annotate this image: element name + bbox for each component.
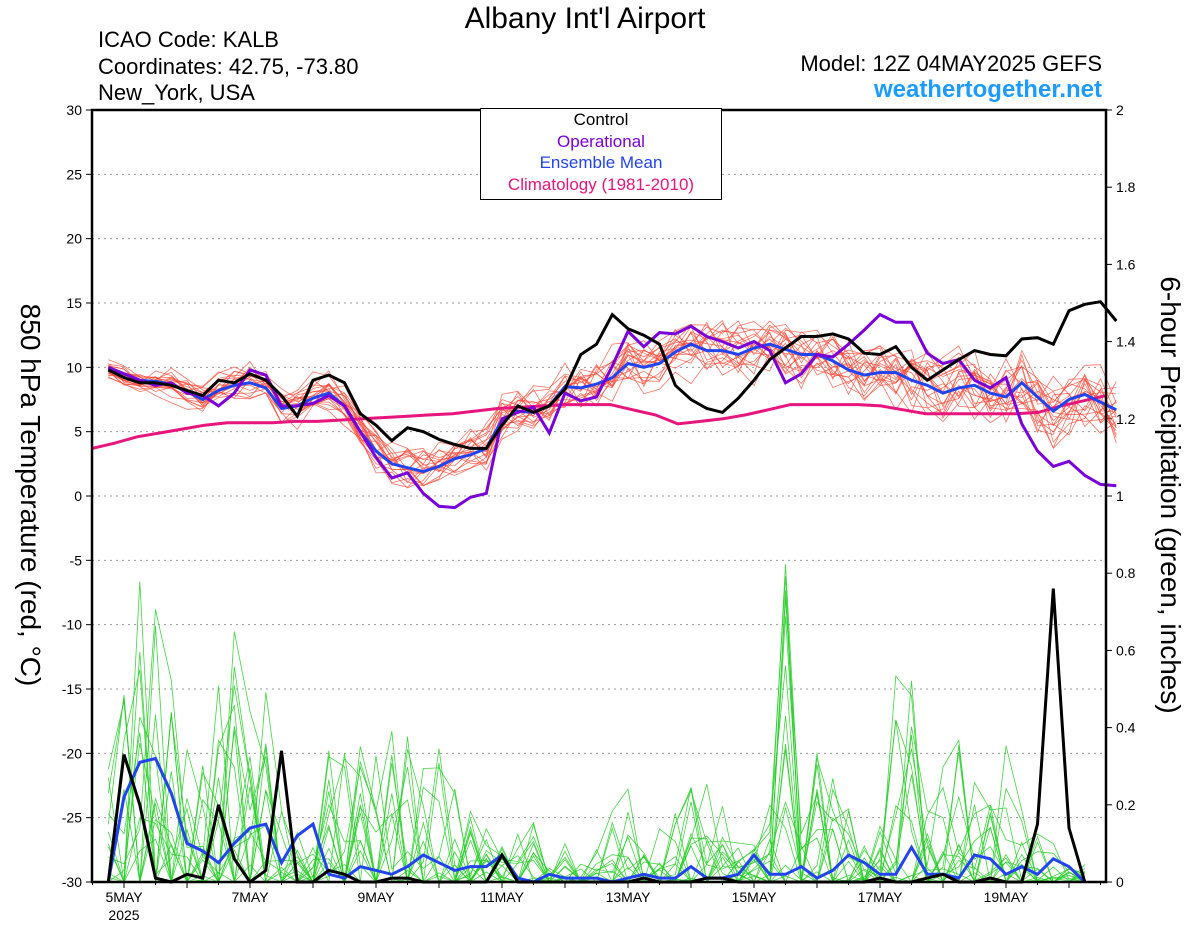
temp-member-line [108, 328, 1117, 472]
precip-member-line [107, 651, 1085, 884]
y-tick-label: 25 [66, 166, 82, 182]
legend: Control Operational Ensemble Mean Climat… [480, 108, 722, 200]
temp-member-line [108, 319, 1117, 466]
climatology-line [91, 394, 1107, 450]
x-tick-label: 11MAY [480, 889, 524, 905]
precip-member-line [107, 719, 1086, 883]
site-link[interactable]: weathertogether.net [873, 76, 1102, 103]
y2-tick-label: 0.8 [1116, 565, 1136, 581]
y-tick-label: 0 [74, 488, 82, 504]
y-tick-label: 20 [66, 231, 82, 247]
x-tick-label: 9MAY [357, 889, 395, 905]
y2-tick-label: 0.6 [1116, 642, 1136, 658]
precip-member-line [107, 732, 1085, 884]
y2-tick-label: 1.4 [1116, 334, 1136, 350]
temp-member-line [108, 324, 1117, 474]
temp-member-line [108, 328, 1117, 487]
legend-control: Control [573, 110, 629, 129]
x-tick-label: 15MAY [732, 889, 778, 905]
temp-member-line [108, 325, 1117, 473]
operational-temp-line [107, 312, 1117, 510]
precip-member-line [108, 715, 1085, 883]
precip-member-line [108, 564, 1086, 884]
y-tick-label: -30 [62, 874, 82, 890]
plot-frame [90, 108, 1108, 884]
temp-member-line [107, 329, 1117, 471]
coordinates: Coordinates: 42.75, -73.80 [98, 54, 359, 79]
ensemble-mean-temp-line [107, 342, 1117, 474]
y2-tick-label: 1 [1116, 488, 1124, 504]
y2-tick-label: 1.2 [1116, 411, 1136, 427]
y2-tick-label: 0.4 [1116, 720, 1136, 736]
y-tick-label: -15 [62, 681, 82, 697]
precip-member-line [108, 692, 1086, 884]
model-run: Model: 12Z 04MAY2025 GEFS [800, 51, 1102, 76]
temp-member-line [108, 327, 1117, 470]
legend-climatology: Climatology (1981-2010) [507, 174, 695, 194]
precip-member-line [108, 581, 1085, 884]
icao-code: ICAO Code: KALB [98, 27, 279, 52]
x-tick-label: 7MAY [231, 889, 269, 905]
y-tick-label: -10 [62, 617, 82, 633]
y-tick-label: -20 [62, 745, 82, 761]
y-axis-label-right: 6-hour Precipitation (green, inches) [1155, 276, 1186, 714]
y-tick-label: -5 [70, 552, 83, 568]
x-tick-label: 19MAY [984, 889, 1030, 905]
legend-operational: Operational [557, 131, 645, 151]
x-tick-label: 17MAY [858, 889, 904, 905]
y2-tick-label: 0 [1116, 874, 1124, 890]
x-tick-label: 5MAY [105, 889, 143, 905]
x-tick-sublabel: 2025 [108, 907, 139, 923]
y-tick-label: -25 [62, 810, 82, 826]
y-tick-label: 15 [66, 295, 82, 311]
precip-member-line [108, 714, 1085, 884]
y2-tick-label: 1.6 [1116, 256, 1136, 272]
x-tick-label: 13MAY [606, 889, 652, 905]
precip-member-line [107, 701, 1085, 884]
chart-title: Albany Int'l Airport [464, 2, 706, 35]
y-tick-label: 10 [66, 359, 82, 375]
location: New_York, USA [98, 80, 255, 105]
y2-tick-label: 2 [1116, 102, 1124, 118]
y-axis-label-left: 850 hPa Temperature (red, °C) [15, 303, 46, 687]
y2-tick-label: 0.2 [1116, 797, 1136, 813]
temp-member-line [108, 323, 1117, 484]
control-temp-line [107, 300, 1118, 450]
y-tick-label: 30 [66, 102, 82, 118]
y2-tick-label: 1.8 [1116, 179, 1136, 195]
y-tick-label: 5 [74, 424, 82, 440]
legend-ensemble-mean: Ensemble Mean [539, 153, 663, 172]
